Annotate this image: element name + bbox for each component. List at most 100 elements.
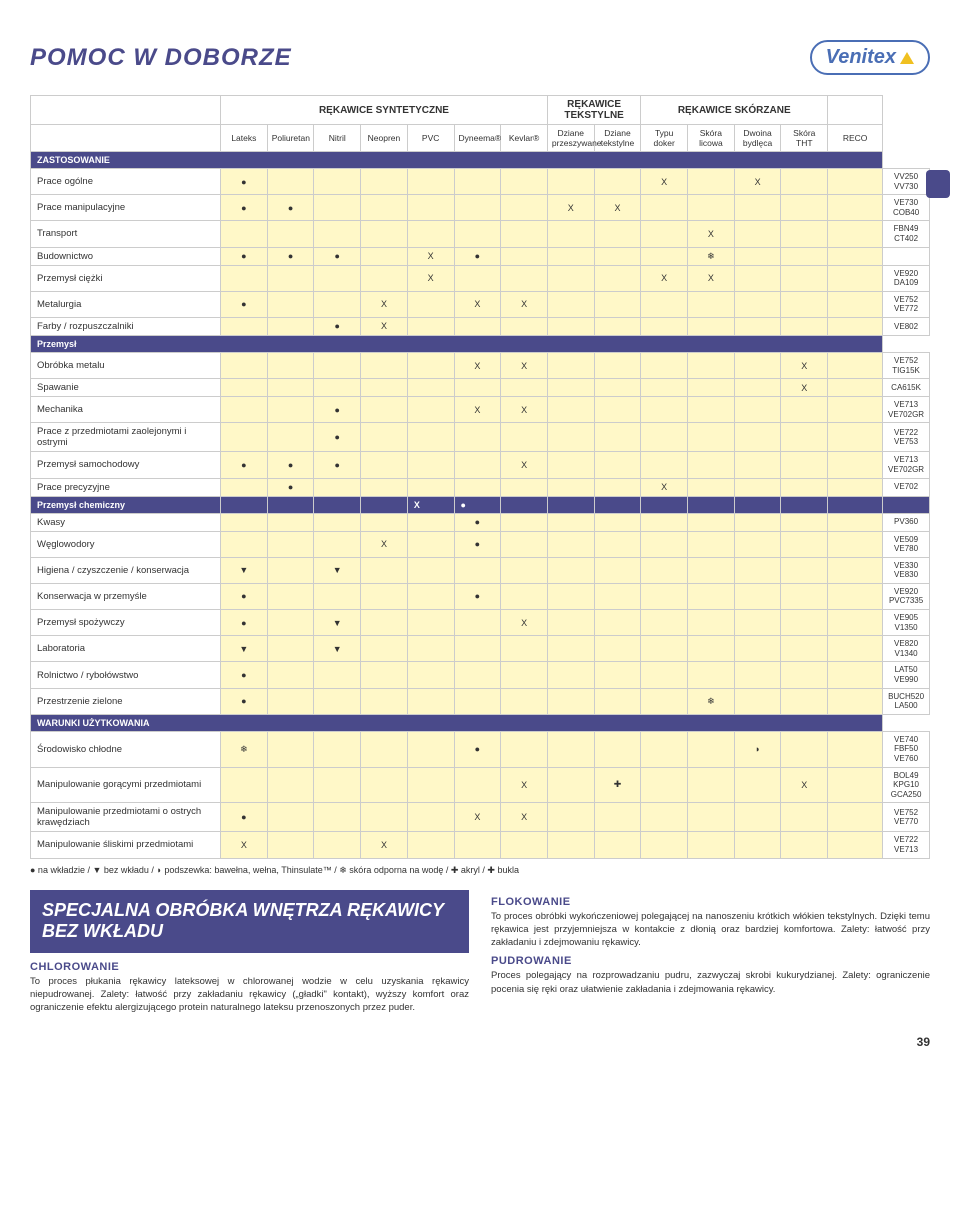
cell bbox=[454, 221, 501, 247]
cell bbox=[688, 423, 735, 452]
cell bbox=[454, 195, 501, 221]
reco-cell: VE752TIG15K bbox=[883, 352, 930, 378]
cell bbox=[734, 352, 781, 378]
cell bbox=[221, 767, 268, 803]
cell bbox=[828, 452, 883, 478]
cell bbox=[267, 731, 314, 767]
reco-cell: VE920PVC7335 bbox=[883, 583, 930, 609]
cell: ▼ bbox=[314, 610, 361, 636]
cell bbox=[501, 731, 548, 767]
cell bbox=[267, 352, 314, 378]
cell bbox=[501, 688, 548, 714]
cell: X bbox=[454, 397, 501, 423]
cell: X bbox=[361, 832, 408, 858]
row-label: Przemysł spożywczy bbox=[31, 610, 221, 636]
reco-cell: VE509VE780 bbox=[883, 531, 930, 557]
cell: ● bbox=[267, 195, 314, 221]
cell bbox=[781, 478, 828, 496]
cell bbox=[781, 452, 828, 478]
cell: X bbox=[361, 291, 408, 317]
section-label: Przemysł bbox=[31, 335, 883, 352]
row-label: Prace manipulacyjne bbox=[31, 195, 221, 221]
cell bbox=[361, 452, 408, 478]
cell bbox=[781, 531, 828, 557]
cell bbox=[407, 317, 454, 335]
row-label: Metalurgia bbox=[31, 291, 221, 317]
cell bbox=[688, 513, 735, 531]
cell bbox=[734, 803, 781, 832]
cell bbox=[314, 803, 361, 832]
reco-cell bbox=[883, 496, 930, 513]
cell bbox=[828, 531, 883, 557]
cell: ● bbox=[314, 423, 361, 452]
cell bbox=[594, 610, 641, 636]
cell bbox=[361, 767, 408, 803]
cell bbox=[594, 832, 641, 858]
cell bbox=[314, 265, 361, 291]
cell bbox=[501, 265, 548, 291]
cell bbox=[361, 195, 408, 221]
cell bbox=[828, 636, 883, 662]
cell bbox=[361, 610, 408, 636]
flok-heading: FLOKOWANIE bbox=[491, 896, 930, 908]
cell: ● bbox=[454, 513, 501, 531]
cell bbox=[781, 195, 828, 221]
col-sub: Poliuretan bbox=[267, 125, 314, 152]
cell bbox=[454, 379, 501, 397]
cell bbox=[547, 731, 594, 767]
cell bbox=[361, 221, 408, 247]
cell: ● bbox=[454, 531, 501, 557]
cell bbox=[828, 832, 883, 858]
cell bbox=[314, 352, 361, 378]
cell bbox=[407, 423, 454, 452]
cell bbox=[594, 317, 641, 335]
cell bbox=[734, 583, 781, 609]
cell bbox=[641, 317, 688, 335]
cell bbox=[828, 767, 883, 803]
col-sub: Neopren bbox=[361, 125, 408, 152]
cell bbox=[221, 397, 268, 423]
cell bbox=[221, 317, 268, 335]
cell bbox=[781, 291, 828, 317]
cell bbox=[407, 452, 454, 478]
cell bbox=[361, 478, 408, 496]
cell bbox=[734, 423, 781, 452]
cell bbox=[641, 423, 688, 452]
cell bbox=[547, 513, 594, 531]
cell: X bbox=[641, 265, 688, 291]
cell bbox=[407, 379, 454, 397]
cell bbox=[594, 169, 641, 195]
cell bbox=[361, 265, 408, 291]
cell bbox=[688, 195, 735, 221]
cell bbox=[501, 195, 548, 221]
cell bbox=[501, 169, 548, 195]
cell bbox=[314, 767, 361, 803]
cell bbox=[314, 478, 361, 496]
cell bbox=[781, 169, 828, 195]
cell: X bbox=[501, 352, 548, 378]
reco-cell: VE730COB40 bbox=[883, 195, 930, 221]
cell bbox=[221, 531, 268, 557]
cell bbox=[688, 379, 735, 397]
cell bbox=[314, 169, 361, 195]
cell bbox=[688, 557, 735, 583]
col-sub: Dziane tekstylne bbox=[594, 125, 641, 152]
section-cell bbox=[361, 496, 408, 513]
cell bbox=[828, 317, 883, 335]
cell bbox=[828, 583, 883, 609]
cell bbox=[221, 379, 268, 397]
cell bbox=[407, 636, 454, 662]
cell bbox=[454, 265, 501, 291]
cell bbox=[267, 265, 314, 291]
cell bbox=[594, 803, 641, 832]
reco-cell: VE713VE702GR bbox=[883, 397, 930, 423]
cell bbox=[828, 610, 883, 636]
row-label: Manipulowanie gorącymi przedmiotami bbox=[31, 767, 221, 803]
cell: X bbox=[454, 803, 501, 832]
section-cell bbox=[501, 496, 548, 513]
cell: ● bbox=[454, 731, 501, 767]
cell bbox=[828, 513, 883, 531]
cell bbox=[781, 513, 828, 531]
col-sub: PVC bbox=[407, 125, 454, 152]
cell bbox=[547, 610, 594, 636]
